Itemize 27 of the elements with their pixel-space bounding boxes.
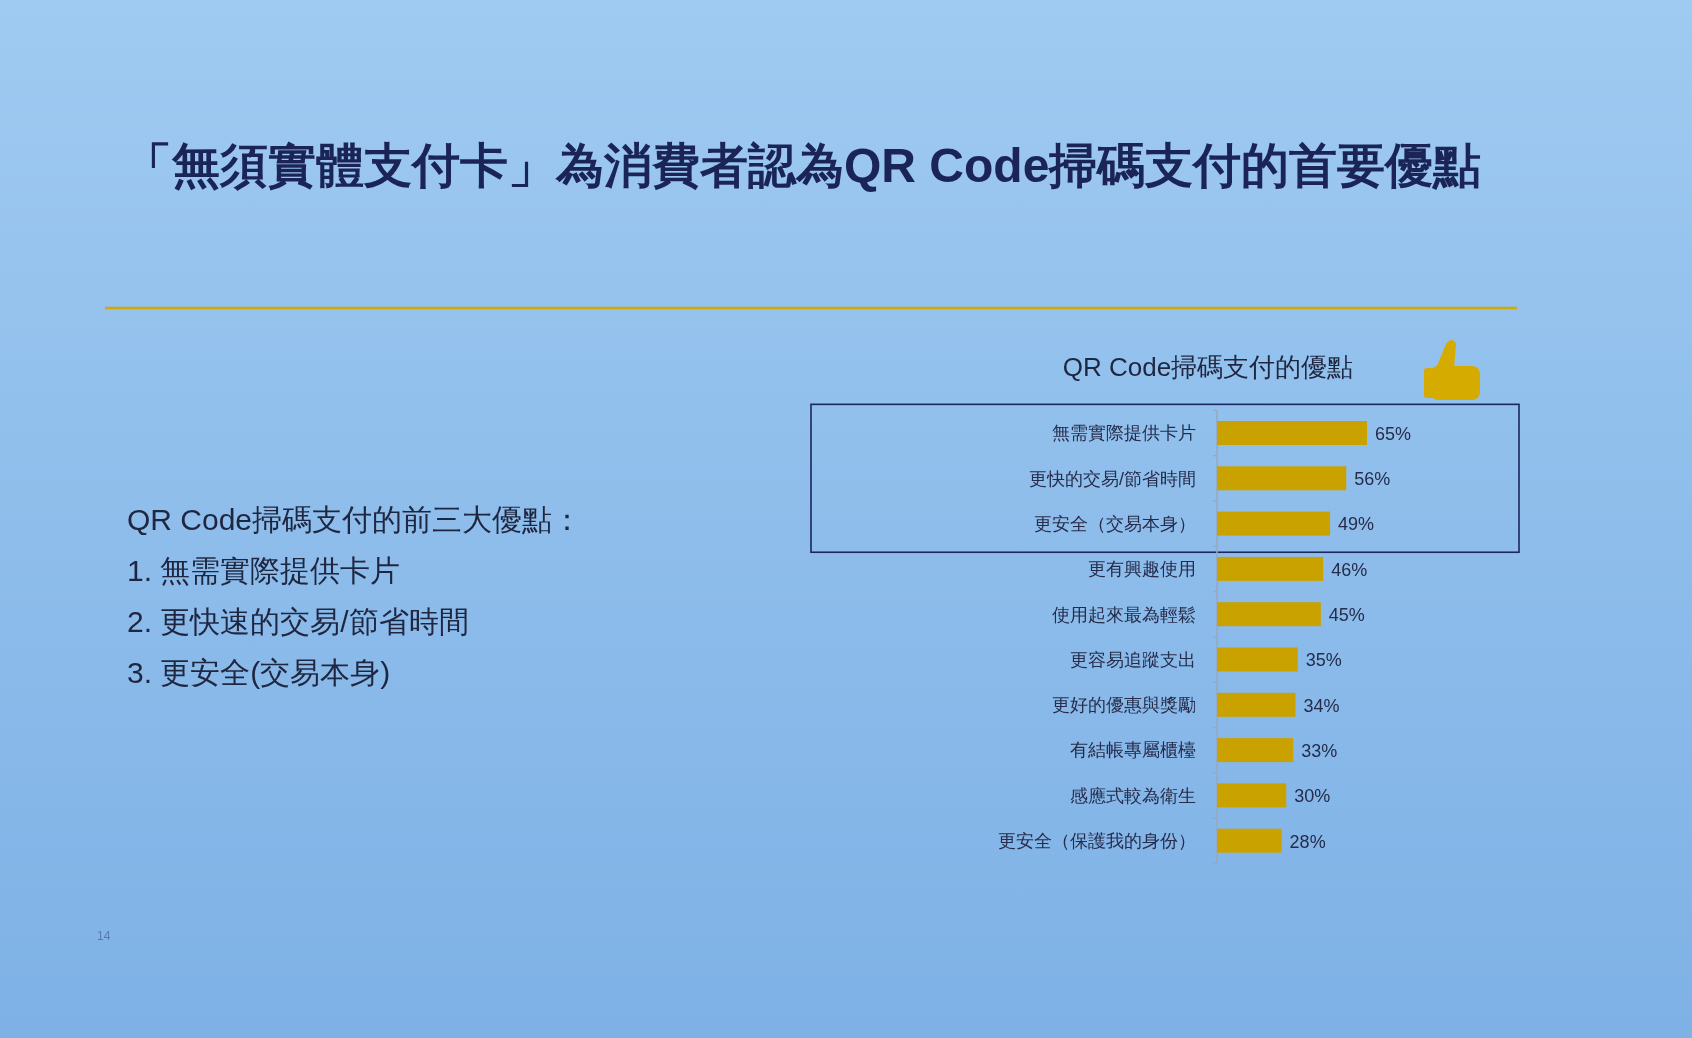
category-label: 更安全（保護我的身份） bbox=[998, 831, 1196, 851]
title: 「無須實體支付卡」為消費者認為QR Code掃碼支付的首要優點 bbox=[124, 139, 1482, 192]
value-label: 65% bbox=[1375, 423, 1412, 444]
value-label: 33% bbox=[1301, 740, 1338, 761]
annotation: QR Code掃碼支付的前三大優點： bbox=[127, 503, 583, 536]
page-number: 14 bbox=[97, 929, 111, 943]
category-label: 更好的優惠與獎勵 bbox=[1052, 695, 1196, 716]
annotation: 2. 更快速的交易/節省時間 bbox=[127, 605, 469, 638]
category-label: 無需實際提供卡片 bbox=[1052, 423, 1196, 444]
category-label: 更快的交易/節省時間 bbox=[1029, 468, 1196, 489]
category-label: 更有興趣使用 bbox=[1088, 559, 1196, 580]
value-label: 35% bbox=[1305, 650, 1342, 671]
value-label: 45% bbox=[1328, 605, 1365, 626]
value-label: 46% bbox=[1331, 559, 1368, 580]
category-label: 使用起來最為輕鬆 bbox=[1052, 604, 1196, 625]
value-label: 56% bbox=[1354, 469, 1391, 490]
category-label: 更容易追蹤支出 bbox=[1070, 649, 1196, 670]
category-label: 感應式較為衛生 bbox=[1070, 785, 1196, 806]
value-label: 28% bbox=[1289, 831, 1326, 852]
annotation: 1. 無需實際提供卡片 bbox=[127, 554, 401, 587]
value-label: 34% bbox=[1303, 695, 1340, 716]
annotation: 3. 更安全(交易本身) bbox=[127, 656, 391, 689]
value-label: 49% bbox=[1338, 514, 1375, 535]
subtitle: QR Code掃碼支付的優點 bbox=[1062, 352, 1354, 382]
category-label: 有結帳專屬櫃檯 bbox=[1070, 740, 1196, 761]
category-label: 更安全（交易本身） bbox=[1034, 513, 1196, 534]
value-label: 30% bbox=[1294, 786, 1331, 807]
